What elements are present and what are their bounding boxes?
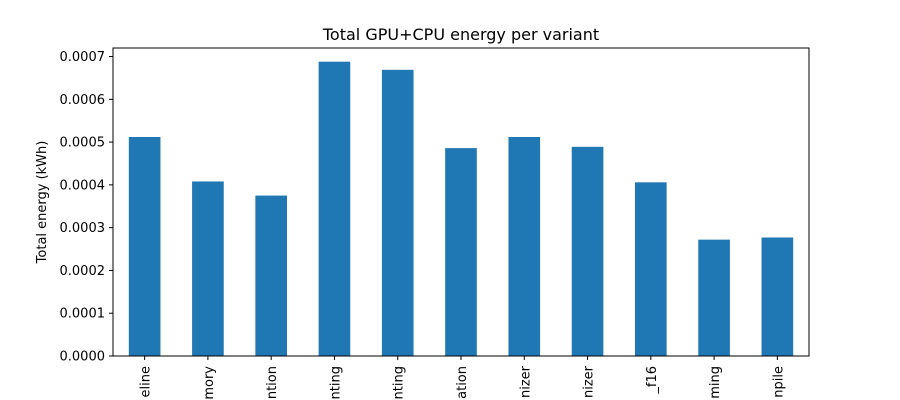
x-tick-label-1: mory — [202, 366, 217, 400]
bar-7 — [571, 146, 604, 356]
y-tick-label-2: 0.0002 — [60, 264, 106, 279]
plot-frame — [112, 47, 810, 357]
x-tick-label-2: ntion — [265, 366, 280, 399]
bars-group — [128, 61, 794, 357]
y-tick-label-1: 0.0001 — [60, 307, 106, 322]
y-tick-label-5: 0.0005 — [60, 136, 106, 151]
y-tick-label-0: 0.0000 — [60, 350, 106, 365]
x-tick-label-4: nting — [392, 366, 407, 399]
bar-2 — [255, 195, 287, 356]
bar-0 — [128, 136, 161, 356]
bar-9 — [698, 239, 730, 356]
bar-8 — [635, 182, 667, 356]
x-ticks-group: eline mory ntion nting nting ation nizer nizer _… — [139, 356, 786, 400]
y-tick-label-3: 0.0003 — [60, 221, 106, 236]
bar-6 — [508, 136, 541, 356]
bar-1 — [192, 181, 224, 356]
x-tick-label-9: ming — [708, 366, 723, 399]
x-tick-label-8: _f16 — [645, 366, 660, 395]
bar-10 — [761, 237, 794, 356]
x-tick-label-6: nizer — [518, 365, 533, 398]
chart-title: Total GPU+CPU energy per variant — [322, 25, 599, 44]
y-ticks-group: 0.0000 0.0001 0.0002 0.0003 0.0004 0.0005 0.00… — [60, 50, 113, 365]
y-tick-label-4: 0.0004 — [60, 178, 106, 193]
x-tick-label-7: nizer — [582, 365, 597, 398]
y-axis-label: Total energy (kWh) — [35, 141, 50, 265]
bar-3 — [318, 61, 351, 356]
y-tick-label-7: 0.0007 — [60, 50, 106, 65]
bar-5 — [445, 148, 477, 356]
x-tick-label-0: eline — [139, 366, 154, 397]
bar-4 — [381, 69, 414, 357]
x-tick-label-5: ation — [455, 366, 470, 399]
x-tick-label-3: nting — [328, 366, 343, 399]
y-tick-label-6: 0.0006 — [60, 93, 106, 108]
x-tick-label-10: npile — [771, 366, 786, 398]
